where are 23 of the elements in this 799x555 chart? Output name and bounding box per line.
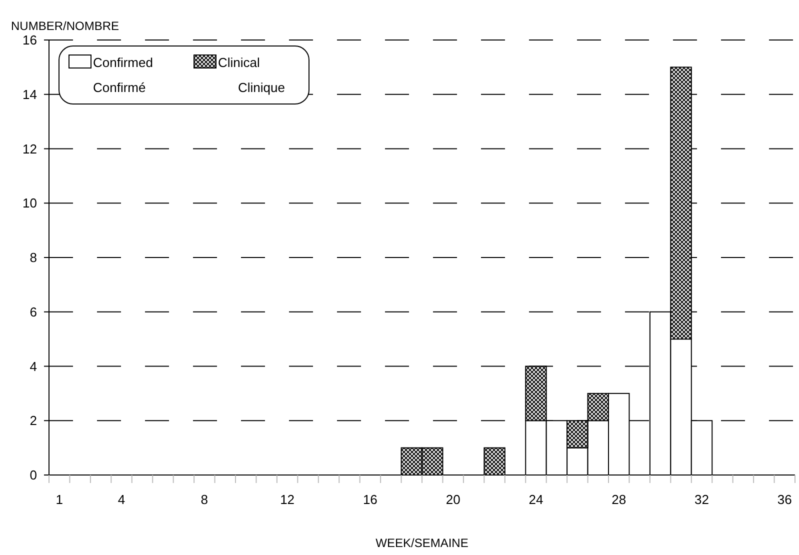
x-tick-label: 32 — [694, 492, 709, 507]
y-tick-label: 4 — [30, 358, 37, 374]
x-tick-label: 20 — [446, 492, 460, 507]
y-tick-label: 16 — [22, 32, 37, 48]
y-tick-label: 8 — [30, 250, 37, 266]
x-tick-label: 16 — [362, 492, 378, 507]
legend-label: Confirmed Confirmé — [93, 55, 153, 95]
x-tick-label: 36 — [777, 492, 792, 507]
x-tick-label: 12 — [280, 492, 295, 507]
y-tick-label: 0 — [30, 468, 37, 483]
x-tick-label: 28 — [612, 492, 626, 507]
y-axis-title: NUMBER/NOMBRE — [11, 19, 120, 33]
legend-label: Clinical Clinique — [218, 55, 285, 95]
y-tick-label: 10 — [22, 196, 37, 211]
y-tick-label: 12 — [22, 141, 37, 156]
y-tick-label: 2 — [30, 413, 37, 428]
y-tick-label: 14 — [22, 86, 37, 102]
x-tick-label: 4 — [118, 492, 126, 507]
x-tick-label: 24 — [528, 492, 544, 507]
x-tick-label: 1 — [56, 492, 63, 507]
x-axis-title: WEEK/SEMAINE — [376, 536, 468, 550]
x-tick-label: 8 — [200, 492, 208, 507]
y-tick-label: 6 — [30, 304, 37, 320]
